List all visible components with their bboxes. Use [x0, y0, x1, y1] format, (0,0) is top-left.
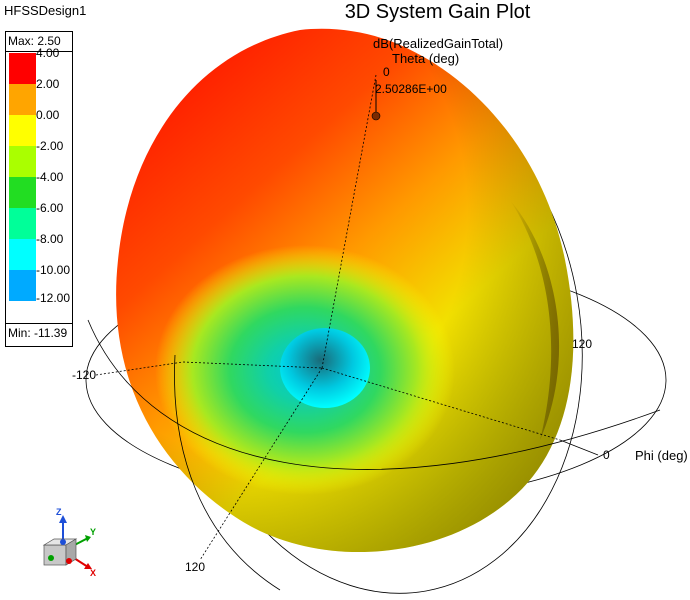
legend-swatch: [9, 208, 36, 239]
design-name: HFSSDesign1: [4, 3, 87, 18]
legend-divider: [6, 323, 72, 324]
legend-swatch: [9, 115, 36, 146]
legend-level-label: -12.00: [36, 291, 71, 305]
legend-level-label: -4.00: [36, 170, 64, 184]
legend-level-label: 2.00: [36, 77, 60, 91]
legend-level-label: 0.00: [36, 108, 60, 122]
quantity-label: dB(RealizedGainTotal): [373, 36, 504, 51]
theta-zero-tick: 0: [383, 65, 390, 79]
axis-triad[interactable]: [30, 505, 110, 585]
legend-level-label: 4.00: [36, 46, 60, 60]
legend-swatch: [9, 239, 36, 270]
phi-axis-label: Phi (deg): [635, 448, 688, 463]
legend-swatch: [9, 53, 36, 84]
legend-level-label: -2.00: [36, 139, 64, 153]
plot-title: 3D System Gain Plot: [344, 1, 531, 23]
legend-swatch: [9, 177, 36, 208]
color-legend[interactable]: Max: 2.50 4.00 2.00 0.00 -2.00 -4.00 -6.00 -8.…: [5, 31, 73, 347]
phi-tick-120-right: 120: [572, 337, 593, 351]
phi-tick-minus-120: -120: [72, 368, 97, 382]
theta-axis-label: Theta (deg): [392, 51, 460, 66]
coordinate-circles-front: [87, 74, 661, 591]
triad-y-label: Y: [90, 527, 97, 537]
phi-tick-120-bottom: 120: [185, 560, 206, 574]
triad-z-label: Z: [56, 507, 62, 517]
phi-tick-0: 0: [603, 448, 610, 462]
triad-x-label: X: [90, 568, 97, 578]
legend-min: Min: -11.39: [8, 326, 68, 340]
legend-swatch: [9, 84, 36, 115]
legend-swatch: [9, 146, 36, 177]
legend-level-label: -6.00: [36, 201, 64, 215]
max-marker: [371, 80, 381, 121]
legend-level-label: -8.00: [36, 232, 64, 246]
gain-pattern-surface: [116, 28, 574, 553]
legend-max: Max: 2.50: [8, 34, 61, 48]
legend-divider: [6, 51, 72, 52]
max-value-label: 2.50286E+00: [375, 82, 447, 96]
legend-swatch: [9, 270, 36, 301]
triad-cube: [43, 544, 67, 566]
legend-level-label: -10.00: [36, 263, 71, 277]
